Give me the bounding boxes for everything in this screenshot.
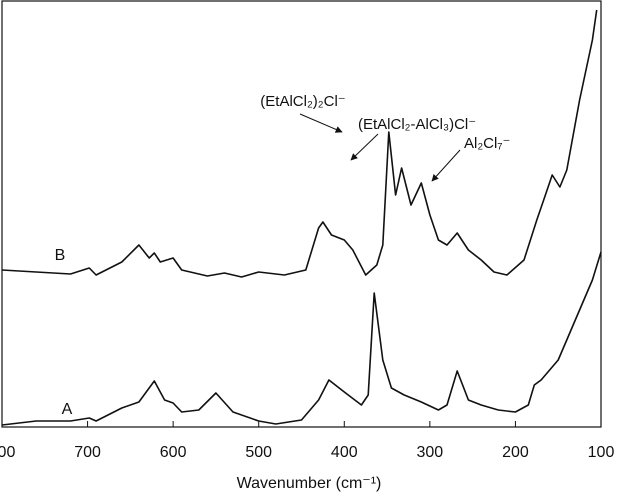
x-tick-label: 600 — [160, 444, 187, 461]
series-line — [1, 251, 602, 426]
x-axis-label: Wavenumber (cm⁻¹) — [237, 475, 382, 492]
x-tick-label: 500 — [245, 444, 272, 461]
annotation: Al₂Cl₇⁻ — [464, 135, 510, 152]
x-tick-label: 100 — [588, 444, 615, 461]
x-tick-label: 200 — [502, 444, 529, 461]
x-tick-label: 700 — [74, 444, 101, 461]
x-tick-label: 800 — [0, 444, 15, 461]
annotation-arrow — [299, 113, 343, 133]
annotation-arrow — [350, 133, 379, 161]
plot-frame — [1, 0, 602, 428]
x-tick-label: 300 — [417, 444, 444, 461]
annotation: (EtAlCl₂)₂Cl⁻ — [260, 93, 345, 110]
series-label: B — [55, 247, 66, 264]
x-tick-label: 400 — [331, 444, 358, 461]
annotation-arrow — [431, 149, 461, 182]
annotation: (EtAlCl₂-AlCl₃)Cl⁻ — [358, 116, 476, 133]
series-label: A — [62, 401, 73, 418]
series-line — [1, 9, 598, 278]
